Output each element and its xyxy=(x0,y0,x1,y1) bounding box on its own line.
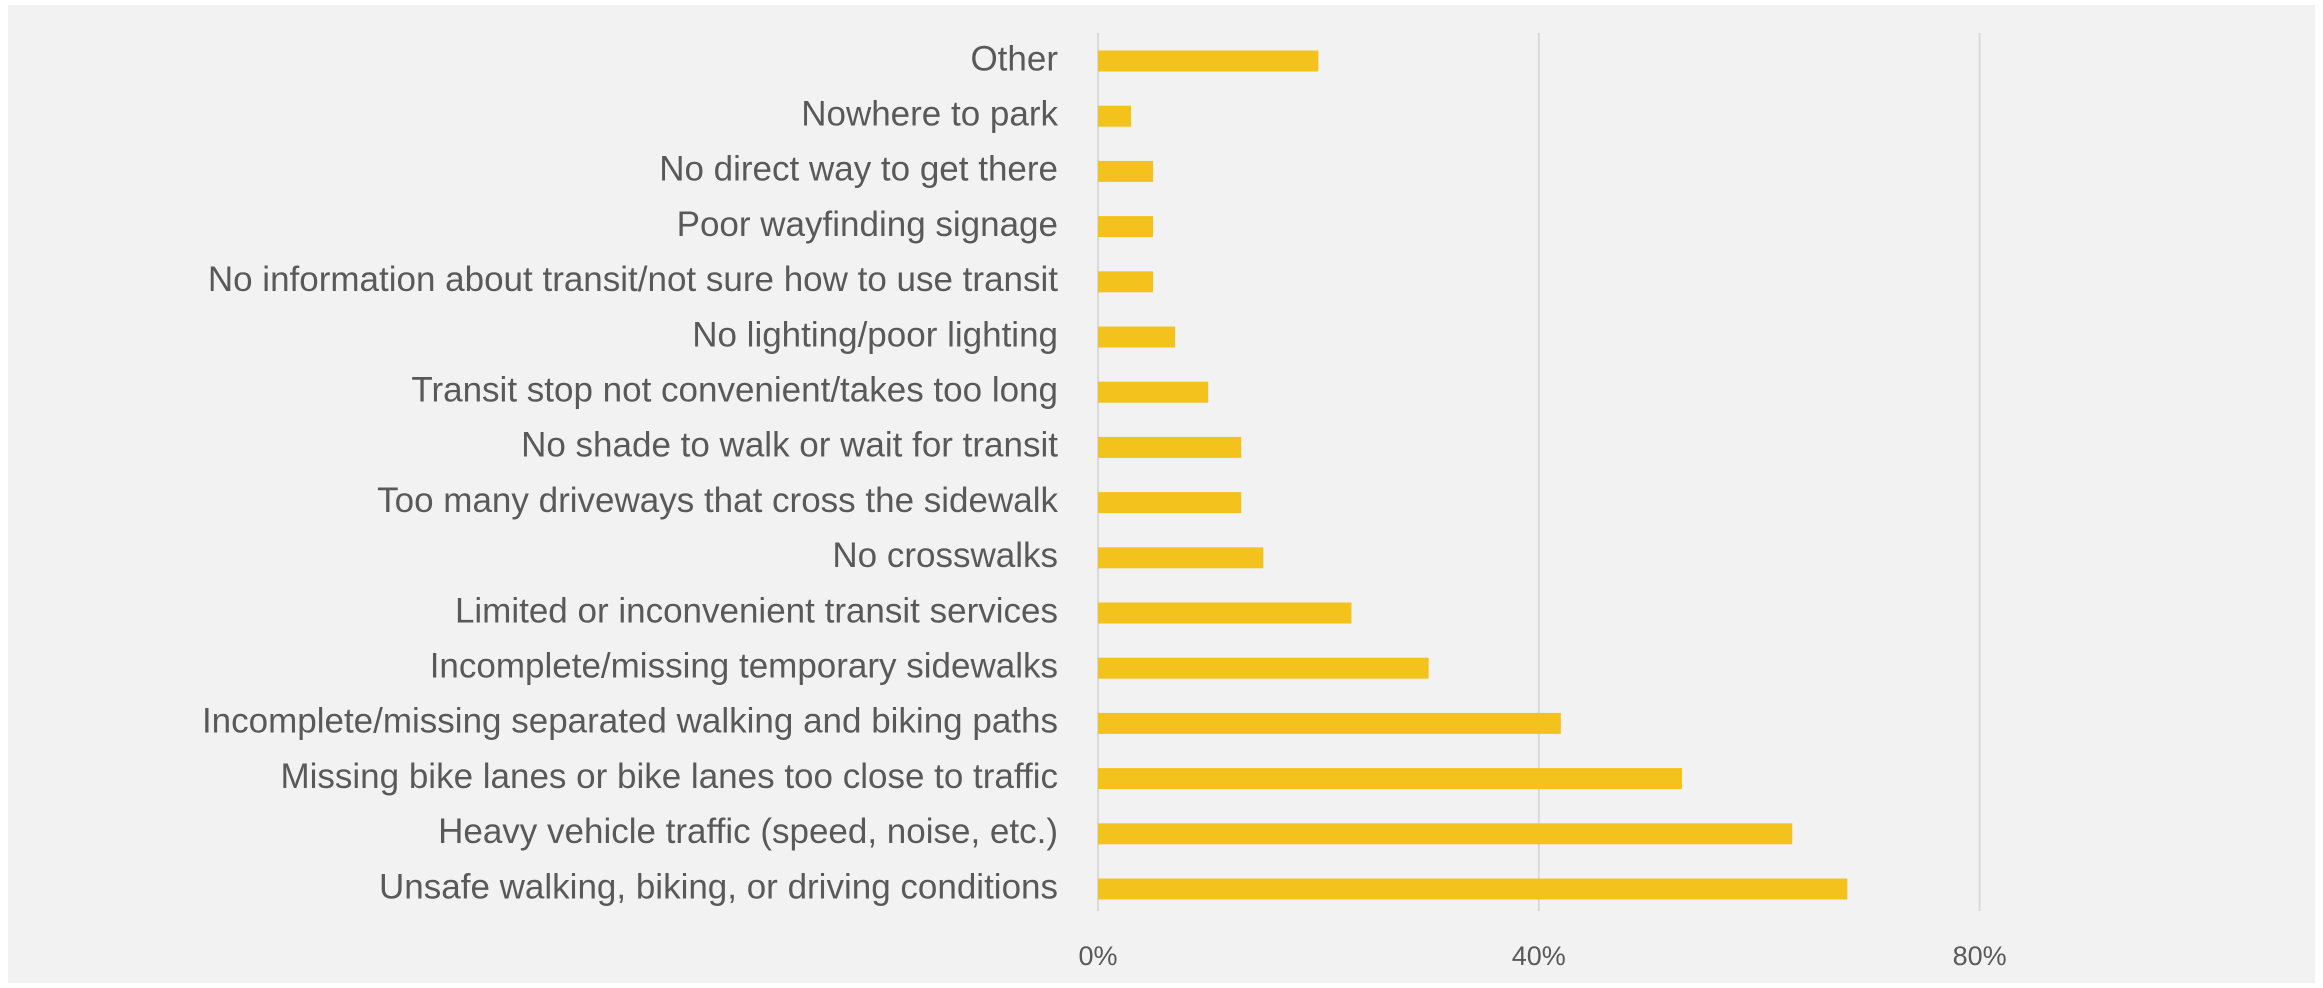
bar xyxy=(1098,271,1154,293)
y-tick-label: No lighting/poor lighting xyxy=(692,315,1058,354)
bar xyxy=(1098,492,1242,514)
y-tick-label: Incomplete/missing separated walking and… xyxy=(202,702,1058,741)
bar xyxy=(1098,381,1209,403)
bar xyxy=(1098,878,1848,900)
bar xyxy=(1098,326,1176,348)
x-tick-label: 40% xyxy=(1512,941,1566,971)
y-tick-label: Nowhere to park xyxy=(801,94,1058,133)
y-tick-label: Transit stop not convenient/takes too lo… xyxy=(411,370,1058,409)
bar xyxy=(1098,712,1561,734)
bar xyxy=(1098,547,1264,569)
y-tick-label: No crosswalks xyxy=(832,536,1058,575)
bar xyxy=(1098,823,1793,845)
bar xyxy=(1098,50,1319,72)
bar xyxy=(1098,105,1132,127)
y-tick-label: Unsafe walking, biking, or driving condi… xyxy=(379,867,1058,906)
bar xyxy=(1098,160,1154,182)
x-tick-label: 0% xyxy=(1078,941,1117,971)
y-tick-label: Heavy vehicle traffic (speed, noise, etc… xyxy=(438,812,1058,851)
y-tick-label: Poor wayfinding signage xyxy=(677,205,1058,244)
y-tick-label: No direct way to get there xyxy=(659,150,1058,189)
y-tick-label: Other xyxy=(970,39,1058,78)
y-tick-label: Too many driveways that cross the sidewa… xyxy=(377,481,1058,520)
bar xyxy=(1098,216,1154,238)
bar xyxy=(1098,602,1352,624)
y-tick-label: Limited or inconvenient transit services xyxy=(455,591,1058,630)
y-tick-label: Incomplete/missing temporary sidewalks xyxy=(430,646,1058,685)
bar xyxy=(1098,768,1683,790)
bar xyxy=(1098,657,1429,679)
y-tick-label: No shade to walk or wait for transit xyxy=(521,426,1058,465)
bar xyxy=(1098,436,1242,458)
x-tick-label: 80% xyxy=(1953,941,2007,971)
y-tick-label: No information about transit/not sure ho… xyxy=(208,260,1058,299)
y-tick-label: Missing bike lanes or bike lanes too clo… xyxy=(280,757,1058,796)
